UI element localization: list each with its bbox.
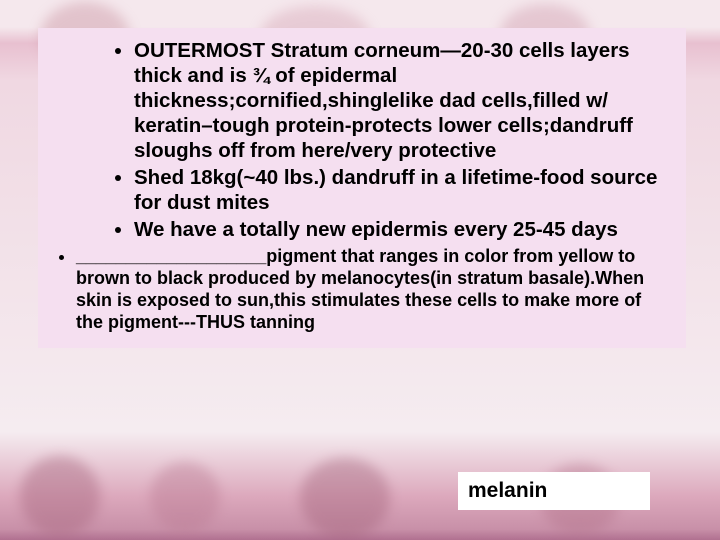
slide-text-box: OUTERMOST Stratum corneum—20-30 cells la… — [38, 28, 686, 348]
answer-text: melanin — [468, 479, 547, 503]
bullet-item: OUTERMOST Stratum corneum—20-30 cells la… — [134, 38, 664, 163]
bg-texture — [300, 458, 390, 538]
bg-texture — [20, 456, 100, 536]
bullet-item: We have a totally new epidermis every 25… — [134, 217, 664, 242]
bg-texture — [150, 462, 220, 532]
bullet-item: Shed 18kg(~40 lbs.) dandruff in a lifeti… — [134, 165, 664, 215]
bullet-item: ___________________pigment that ranges i… — [76, 246, 672, 334]
inner-bullet-list: OUTERMOST Stratum corneum—20-30 cells la… — [134, 38, 672, 242]
answer-box: melanin — [458, 472, 650, 510]
outer-bullet-list: ___________________pigment that ranges i… — [76, 246, 672, 334]
